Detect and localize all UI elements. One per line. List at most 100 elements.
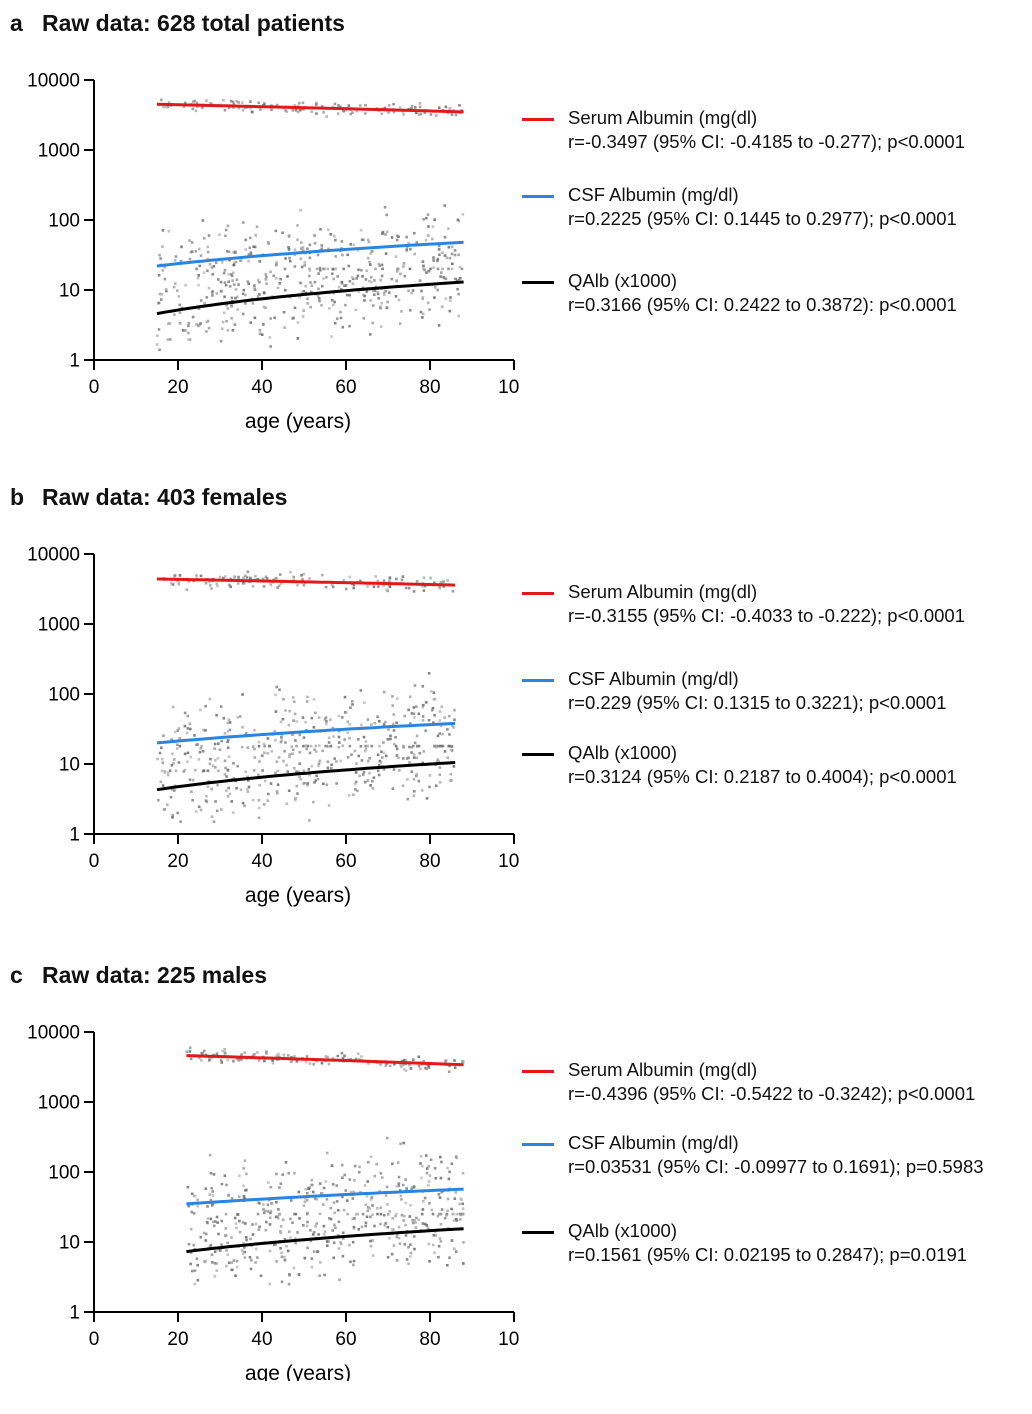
data-point: [450, 1208, 453, 1211]
data-point: [302, 315, 305, 318]
data-point: [416, 580, 419, 583]
data-point: [216, 292, 219, 295]
data-point: [409, 309, 412, 312]
data-point: [442, 276, 445, 279]
data-point: [334, 322, 337, 325]
data-point: [420, 290, 423, 293]
data-point: [224, 732, 227, 735]
data-point: [322, 1203, 325, 1206]
data-point: [322, 277, 325, 280]
legend-label: Serum Albumin (mg(dl): [568, 107, 757, 129]
data-point: [451, 1213, 454, 1216]
data-point: [189, 779, 192, 782]
data-point: [451, 1162, 454, 1165]
data-point: [267, 737, 270, 740]
data-point: [232, 329, 235, 332]
data-point: [298, 1217, 301, 1220]
data-point: [212, 1194, 215, 1197]
data-point: [462, 1213, 465, 1216]
data-point: [376, 1207, 379, 1210]
data-point: [338, 1279, 341, 1282]
legend-swatch-qalb: [522, 1231, 554, 1234]
data-point: [258, 760, 261, 763]
data-point: [267, 793, 270, 796]
data-point: [421, 1213, 424, 1216]
data-point: [411, 770, 414, 773]
data-point: [189, 1050, 192, 1053]
data-point: [310, 110, 313, 113]
data-point: [393, 713, 396, 716]
data-point: [317, 288, 320, 291]
data-point: [361, 238, 364, 241]
data-point: [396, 748, 399, 751]
data-point: [419, 279, 422, 282]
data-point: [224, 1052, 227, 1055]
data-point: [338, 715, 341, 718]
data-point: [200, 1059, 203, 1062]
data-point: [261, 769, 264, 772]
data-point: [451, 253, 454, 256]
data-point: [413, 790, 416, 793]
data-point: [282, 1054, 285, 1057]
data-point: [232, 811, 235, 814]
data-point: [230, 1236, 233, 1239]
data-point: [189, 723, 192, 726]
data-point: [282, 1219, 285, 1222]
data-point: [372, 787, 375, 790]
data-point: [293, 1172, 296, 1175]
data-point: [167, 774, 170, 777]
data-point: [427, 213, 430, 216]
data-point: [205, 330, 208, 333]
data-point: [333, 1212, 336, 1215]
x-tick-label: 100: [498, 1329, 520, 1350]
data-point: [283, 1256, 286, 1259]
data-point: [160, 99, 163, 102]
data-point: [275, 1173, 278, 1176]
data-point: [302, 102, 305, 105]
data-point: [192, 779, 195, 782]
data-point: [343, 1055, 346, 1058]
data-point: [303, 584, 306, 587]
data-point: [277, 783, 280, 786]
data-point: [433, 218, 436, 221]
data-point: [354, 750, 357, 753]
data-point: [278, 689, 281, 692]
data-point: [328, 1063, 331, 1066]
data-point: [220, 281, 223, 284]
data-point: [328, 741, 331, 744]
data-point: [453, 726, 456, 729]
data-point: [325, 723, 328, 726]
legend-swatch-csf: [522, 1143, 554, 1146]
data-point: [323, 1187, 326, 1190]
data-point: [412, 745, 415, 748]
data-point: [249, 237, 252, 240]
data-point: [216, 1052, 219, 1055]
data-point: [393, 1244, 396, 1247]
data-point: [266, 577, 269, 580]
data-point: [258, 1228, 261, 1231]
data-point: [368, 261, 371, 264]
data-point: [282, 698, 285, 701]
data-point: [306, 700, 309, 703]
data-point: [224, 235, 227, 238]
data-point: [292, 749, 295, 752]
data-point: [311, 765, 314, 768]
data-point: [377, 585, 380, 588]
x-tick-label: 100: [498, 851, 520, 872]
data-point: [391, 1163, 394, 1166]
data-point: [378, 774, 381, 777]
data-point: [389, 735, 392, 738]
data-point: [449, 745, 452, 748]
data-point: [176, 743, 179, 746]
data-point: [429, 577, 432, 580]
data-point: [302, 309, 305, 312]
data-point: [298, 734, 301, 737]
data-point: [285, 764, 288, 767]
data-point: [286, 802, 289, 805]
data-point: [189, 728, 192, 731]
data-point: [206, 270, 209, 273]
data-point: [313, 1231, 316, 1234]
data-point: [400, 1198, 403, 1201]
data-point: [348, 1244, 351, 1247]
data-point: [225, 320, 228, 323]
